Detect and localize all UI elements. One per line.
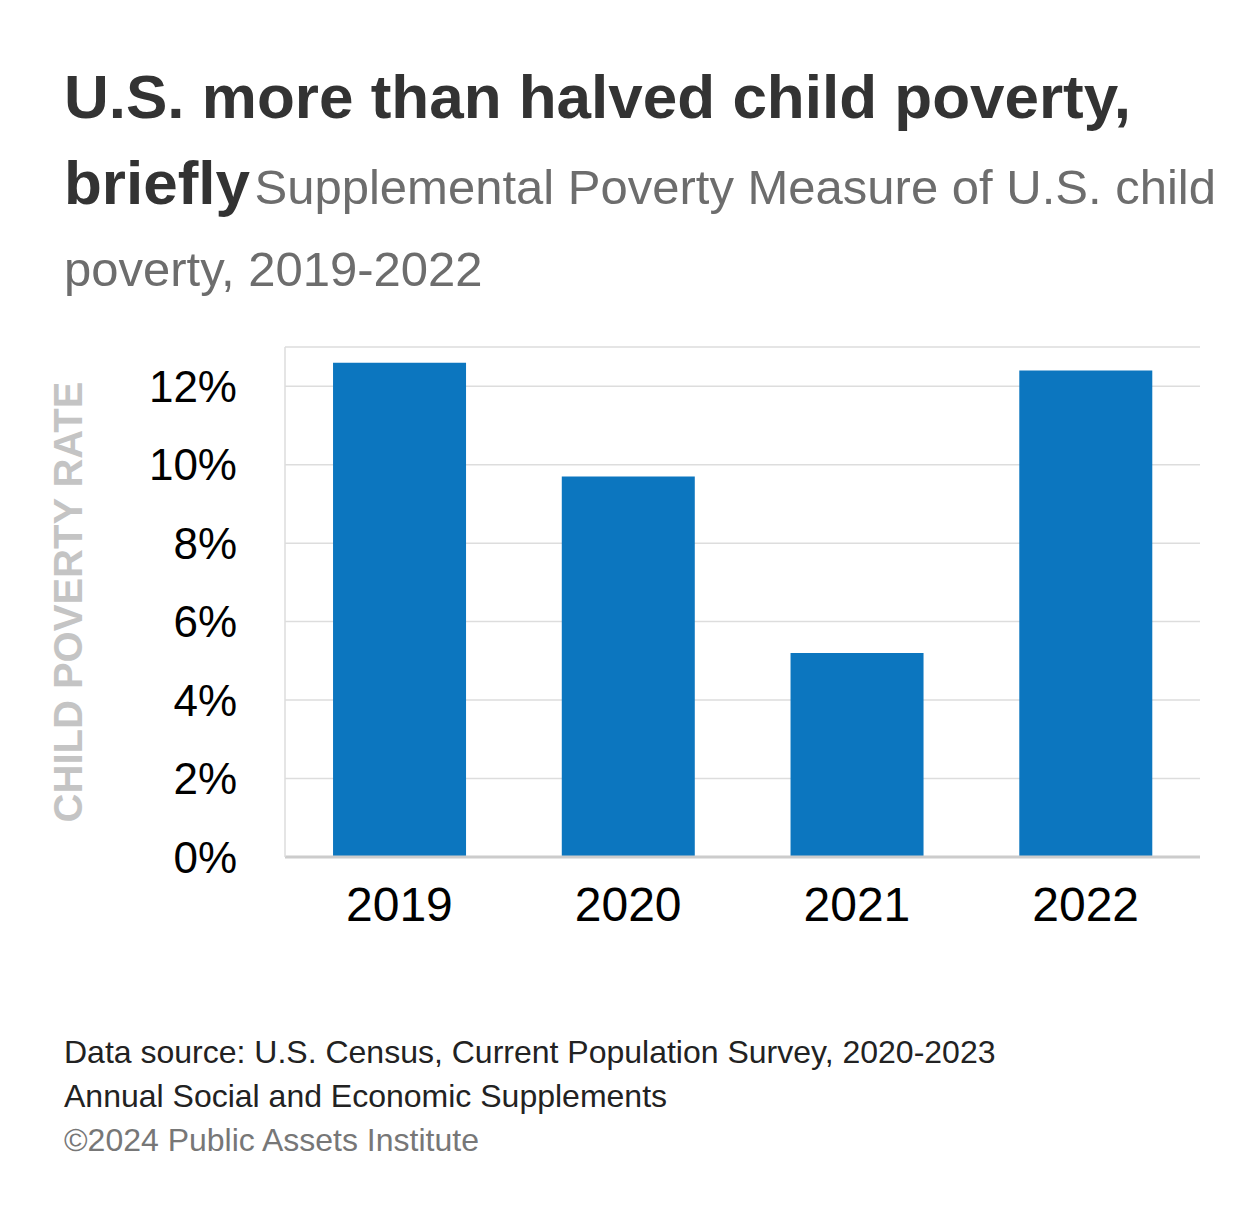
svg-text:12%: 12% xyxy=(149,362,237,411)
svg-text:10%: 10% xyxy=(149,440,237,489)
svg-text:4%: 4% xyxy=(173,676,237,725)
html-text:Annual Social and Economic Sup: Annual Social and Economic Supplements xyxy=(64,1078,667,1114)
svg-text:2%: 2% xyxy=(173,754,237,803)
html-text:U.S. more than halved child po: U.S. more than halved child poverty, bri… xyxy=(64,62,1216,296)
html-text:Data source: U.S. Census, Curr: Data source: U.S. Census, Current Popula… xyxy=(64,1034,996,1070)
html-text:©2024 Public Assets Institute: ©2024 Public Assets Institute xyxy=(64,1122,479,1158)
svg-text:0%: 0% xyxy=(173,833,237,882)
svg-text:6%: 6% xyxy=(173,597,237,646)
svg-text:2022: 2022 xyxy=(1032,878,1139,931)
svg-text:2021: 2021 xyxy=(803,878,910,931)
svg-text:CHILD POVERTY RATE: CHILD POVERTY RATE xyxy=(50,382,90,823)
svg-text:2020: 2020 xyxy=(575,878,682,931)
svg-text:8%: 8% xyxy=(173,519,237,568)
svg-text:2019: 2019 xyxy=(346,878,453,931)
